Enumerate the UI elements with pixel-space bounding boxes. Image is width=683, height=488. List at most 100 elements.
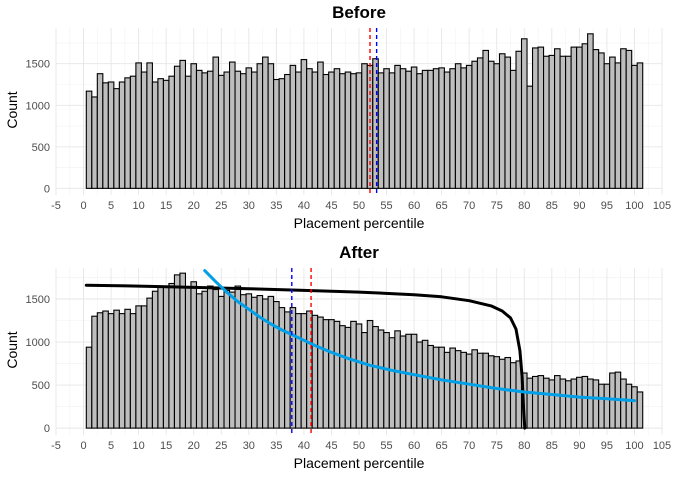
histogram-bar <box>427 344 434 429</box>
histogram-bar <box>427 69 434 189</box>
histogram-bar <box>399 68 407 189</box>
x-tick-label: 100 <box>625 200 643 212</box>
histogram-bar <box>449 68 456 189</box>
histogram-bar <box>179 272 187 429</box>
histogram-bar <box>107 81 115 189</box>
histogram-bar <box>526 85 534 189</box>
cyan-curve <box>203 269 636 403</box>
x-tick-label: 30 <box>243 200 255 212</box>
x-tick-label: 90 <box>573 200 585 212</box>
histogram-bar <box>394 330 401 429</box>
x-tick-label: 25 <box>215 200 227 212</box>
histogram-bar <box>554 375 561 429</box>
histogram-bar <box>388 337 396 429</box>
histogram-bar <box>267 295 275 429</box>
histogram-bar <box>416 341 423 429</box>
histogram-bar <box>317 61 324 189</box>
histogram-bar <box>350 320 357 429</box>
histogram-bar <box>476 57 484 189</box>
x-tick-label: 90 <box>573 440 585 452</box>
histogram-bar <box>482 49 490 189</box>
histogram-bar <box>476 352 484 429</box>
histogram-bar <box>576 376 583 429</box>
x-tick-label: 5 <box>108 440 114 452</box>
histogram-bar <box>587 378 594 429</box>
panel-title: After <box>339 243 379 262</box>
x-tick-label: 100 <box>625 440 643 452</box>
histogram-bar <box>190 63 198 189</box>
y-tick-label: 1500 <box>26 294 50 306</box>
x-tick-label: 45 <box>325 440 337 452</box>
x-tick-label: 35 <box>270 440 282 452</box>
histogram-bar <box>245 293 253 429</box>
histogram-bar <box>471 60 478 189</box>
histogram-bar <box>531 375 539 429</box>
histogram-bar <box>124 308 131 429</box>
histogram-bar <box>548 54 556 189</box>
x-tick-label: 20 <box>188 200 200 212</box>
histogram-bar <box>228 61 236 189</box>
histogram-bar <box>432 346 440 429</box>
histogram-bar <box>206 285 214 429</box>
histogram-bar <box>631 64 638 189</box>
x-tick-label: 10 <box>133 440 145 452</box>
histogram-bar <box>96 73 104 189</box>
histogram-bar <box>570 46 578 189</box>
y-tick-label: 1000 <box>26 337 50 349</box>
histogram-bar <box>344 326 352 429</box>
histogram-bar <box>273 301 280 429</box>
panel-after: After Placement percentile Count -5 0 5 10 1… <box>4 243 671 471</box>
histogram-bar <box>306 68 313 189</box>
histogram-bar <box>157 285 164 429</box>
histogram-bar <box>526 377 534 429</box>
x-tick-label: 60 <box>408 200 420 212</box>
y-tick-label: 1500 <box>26 59 50 71</box>
histogram-bar <box>102 310 109 429</box>
histogram-bar <box>460 351 467 429</box>
x-tick-label: 60 <box>408 440 420 452</box>
histogram-bar <box>140 305 148 429</box>
histogram-bar <box>498 358 506 429</box>
histogram-bar <box>509 69 517 189</box>
histogram-bar <box>460 67 467 189</box>
black-curve <box>84 283 527 430</box>
histogram-bar <box>493 356 501 429</box>
histogram-bar <box>217 295 225 429</box>
histogram-bar <box>620 48 627 189</box>
histogram-bar <box>173 65 181 189</box>
x-tick-label: 20 <box>188 440 200 452</box>
histogram-bar <box>559 55 567 189</box>
histogram-bar <box>256 63 264 189</box>
histogram-bar <box>625 49 633 189</box>
histogram-bar <box>383 68 390 189</box>
x-tick-label: 80 <box>518 440 530 452</box>
histogram-bar <box>598 52 605 189</box>
histogram-bar <box>240 294 247 429</box>
histogram-bar <box>410 333 418 429</box>
histogram-bar <box>598 383 605 429</box>
histogram-bar <box>410 66 418 189</box>
histogram-bar <box>289 307 297 429</box>
histogram-bar <box>355 72 363 189</box>
histogram-bar <box>300 313 308 429</box>
histogram-bar <box>267 63 275 189</box>
x-tick-label: 70 <box>463 440 475 452</box>
histogram-bar <box>284 311 291 429</box>
histogram-bar <box>609 56 616 189</box>
histogram-bar <box>636 62 644 189</box>
histogram-bar <box>366 319 374 429</box>
histogram-bar <box>151 290 159 429</box>
x-tick-label: 25 <box>215 440 227 452</box>
histogram-bar <box>240 73 247 189</box>
x-tick-label: 40 <box>298 440 310 452</box>
histogram-bar <box>195 69 203 189</box>
histogram-bar <box>394 64 401 189</box>
histogram-bar <box>454 350 462 429</box>
histogram-bar <box>405 70 412 189</box>
histogram-bar <box>173 274 181 429</box>
x-tick-label: 0 <box>80 200 86 212</box>
histogram-bar <box>223 71 231 189</box>
x-axis-title: Placement percentile <box>294 455 425 471</box>
x-tick-label: 105 <box>653 200 671 212</box>
